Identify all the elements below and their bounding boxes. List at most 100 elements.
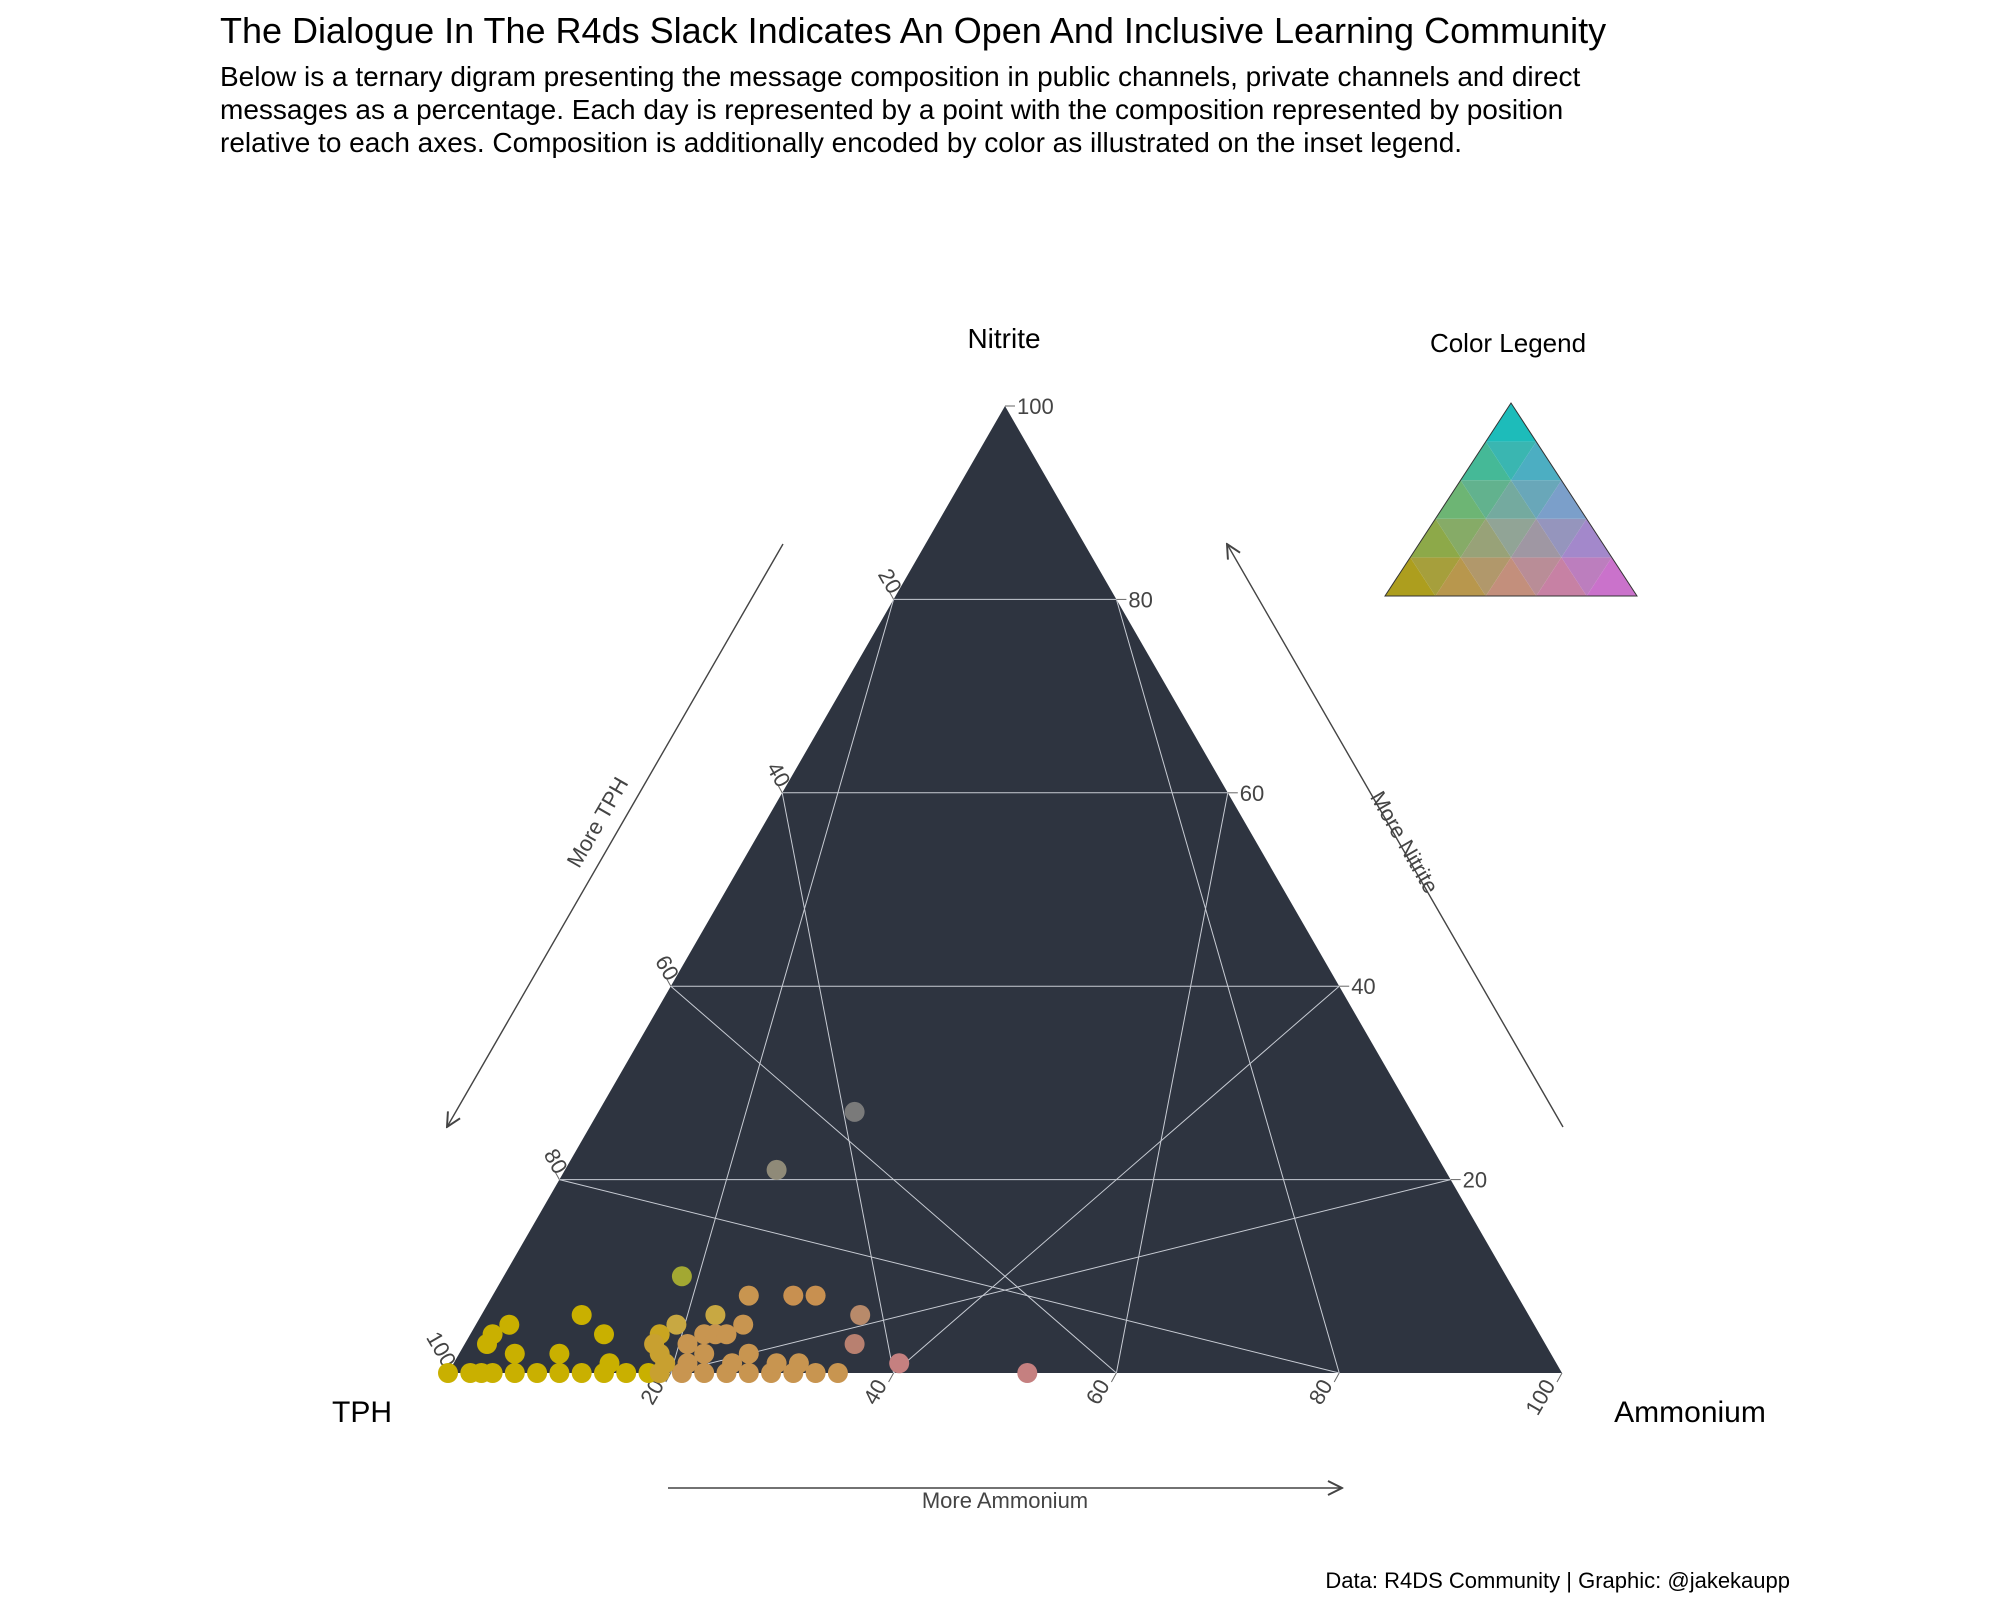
- ternary-panel: [448, 406, 1562, 1373]
- legend-title: Color Legend: [1430, 328, 1586, 358]
- legend-cell: [1435, 557, 1486, 596]
- legend-outline: [1384, 402, 1638, 597]
- data-point: [827, 1363, 848, 1383]
- legend-cell: [1485, 441, 1537, 481]
- data-point: [549, 1343, 570, 1364]
- tick-label-nitrite: 20: [1463, 1168, 1487, 1193]
- legend-cell: [1460, 441, 1511, 481]
- data-point: [504, 1363, 525, 1383]
- data-point: [844, 1334, 865, 1354]
- legend-cell: [1511, 557, 1562, 596]
- tick-mark: [665, 976, 672, 987]
- tick-label-ammonium: 40: [858, 1375, 892, 1409]
- data-point: [549, 1363, 570, 1383]
- gridline: [670, 1179, 1451, 1374]
- legend-cell: [1410, 557, 1461, 596]
- color-legend: [1384, 402, 1638, 597]
- data-point: [499, 1314, 520, 1335]
- data-point: [805, 1363, 826, 1383]
- data-point: [527, 1363, 548, 1383]
- chart-title: The Dialogue In The R4ds Slack Indicates…: [220, 10, 1607, 51]
- gridline: [670, 985, 1117, 1374]
- legend-cell: [1385, 557, 1436, 596]
- data-point: [477, 1334, 497, 1354]
- tick-mark: [776, 783, 783, 794]
- data-point: [766, 1353, 787, 1374]
- legend-cell: [1485, 557, 1537, 596]
- gridline: [559, 1179, 1340, 1374]
- data-point: [1017, 1363, 1038, 1383]
- tick-label-ammonium: 100: [1520, 1375, 1560, 1419]
- tick-mark: [888, 590, 895, 600]
- data-point: [766, 1159, 787, 1180]
- data-point: [677, 1334, 698, 1354]
- tick-label-nitrite: 100: [1017, 394, 1054, 419]
- legend-cell: [1485, 480, 1537, 519]
- legend-cell: [1460, 480, 1511, 519]
- tick-mark: [1556, 1372, 1563, 1383]
- data-point: [504, 1343, 525, 1364]
- data-point: [571, 1305, 592, 1325]
- axis-label-tph: TPH: [332, 1396, 392, 1429]
- more-nitrite-label: More Nitrite: [1365, 787, 1443, 898]
- data-point: [694, 1363, 715, 1383]
- legend-cell: [1511, 441, 1562, 481]
- data-point: [655, 1353, 676, 1374]
- data-point: [571, 1363, 592, 1383]
- legend-cell: [1561, 557, 1612, 596]
- tick-label-nitrite: 40: [1351, 974, 1375, 999]
- data-point: [482, 1363, 503, 1383]
- legend-cell: [1485, 403, 1537, 442]
- legend-cell: [1485, 518, 1537, 558]
- data-point: [594, 1324, 614, 1345]
- data-point: [722, 1353, 743, 1374]
- data-point: [616, 1363, 637, 1383]
- data-point: [733, 1314, 754, 1335]
- axis-label-nitrite: Nitrite: [967, 323, 1040, 354]
- data-point: [738, 1285, 759, 1306]
- data-point: [438, 1363, 458, 1383]
- data-point: [694, 1343, 715, 1364]
- tick-mark: [1333, 1372, 1340, 1383]
- data-points: [438, 1101, 1038, 1383]
- tick-label-ammonium: 80: [1304, 1375, 1338, 1409]
- legend-cell: [1536, 480, 1587, 519]
- data-point: [677, 1353, 698, 1374]
- data-point: [716, 1324, 737, 1345]
- chart-caption: Data: R4DS Community | Graphic: @jakekau…: [1325, 1568, 1790, 1593]
- legend-cell: [1561, 518, 1612, 558]
- data-point: [850, 1305, 871, 1325]
- data-point: [844, 1101, 865, 1122]
- more-tph-arrow: [447, 543, 784, 1127]
- legend-cell: [1536, 518, 1587, 558]
- axis-label-ammonium: Ammonium: [1614, 1396, 1766, 1429]
- legend-cell: [1435, 480, 1486, 519]
- legend-cell: [1586, 557, 1637, 596]
- legend-cell: [1511, 518, 1562, 558]
- data-point: [738, 1343, 759, 1364]
- more-ammonium-label: More Ammonium: [922, 1488, 1088, 1513]
- data-point: [738, 1363, 759, 1383]
- gridline: [1115, 599, 1340, 1374]
- chart-subtitle: Below is a ternary digram presenting the…: [220, 61, 1581, 158]
- legend-cell: [1410, 518, 1461, 558]
- data-point: [788, 1353, 809, 1374]
- legend-cell: [1536, 557, 1587, 596]
- tick-mark: [888, 1372, 895, 1383]
- gridline: [893, 985, 1340, 1374]
- data-point: [666, 1314, 687, 1335]
- data-point: [671, 1266, 692, 1287]
- data-point: [805, 1285, 826, 1306]
- data-point: [644, 1334, 665, 1354]
- data-point: [783, 1285, 804, 1306]
- tick-mark: [553, 1170, 560, 1180]
- tick-mark: [1110, 1372, 1117, 1383]
- gridlines: [559, 598, 1451, 1374]
- legend-cell: [1435, 518, 1486, 558]
- tick-label-nitrite: 60: [1240, 781, 1264, 806]
- gridline: [1115, 792, 1229, 1374]
- data-point: [594, 1363, 614, 1383]
- legend-cell: [1511, 480, 1562, 519]
- tick-label-nitrite: 80: [1128, 587, 1152, 612]
